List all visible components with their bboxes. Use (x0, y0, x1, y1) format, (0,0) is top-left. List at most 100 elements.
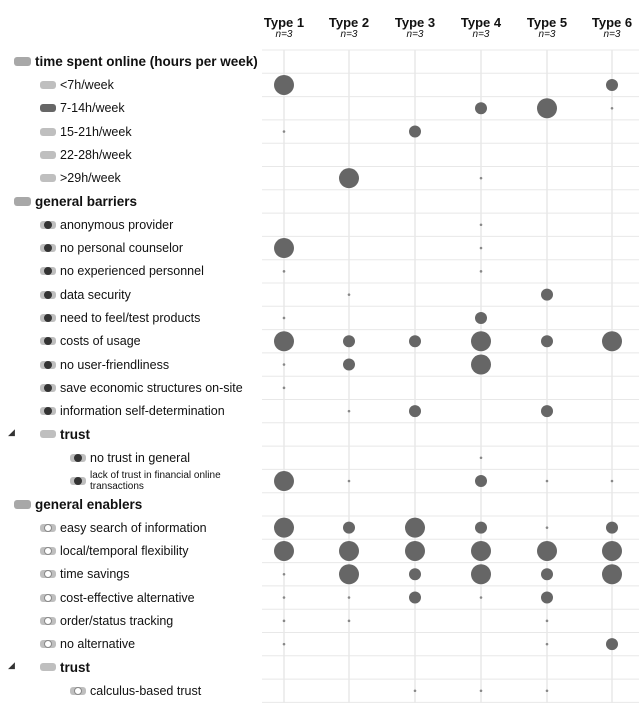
row-label[interactable]: no experienced personnel (40, 260, 204, 282)
tag-dot (74, 686, 82, 695)
code-tag-light-icon (40, 523, 56, 532)
bubble-mark (282, 316, 286, 320)
tag-dot (44, 546, 52, 555)
column-header-type-2: Type 2 n=3 (319, 16, 379, 40)
bubble-mark (479, 246, 483, 250)
row-label[interactable]: need to feel/test products (40, 307, 200, 329)
row-label[interactable]: general enablers (14, 493, 142, 515)
bubble-mark (282, 642, 286, 646)
row-label[interactable]: no trust in general (70, 447, 190, 469)
bubble-mark (475, 102, 487, 115)
row-label-text: information self-determination (60, 404, 225, 419)
row-label-text: cost-effective alternative (60, 590, 195, 605)
bubble-mark (274, 238, 294, 259)
row-label[interactable]: >29h/week (40, 167, 121, 189)
bubble-mark (274, 74, 294, 95)
row-label[interactable]: no personal counselor (40, 237, 183, 259)
bubble-mark (282, 270, 286, 273)
row-label-text: general barriers (35, 193, 138, 209)
row-label[interactable]: no user-friendliness (40, 354, 169, 376)
code-tag-light-icon (40, 616, 56, 625)
row-label[interactable]: anonymous provider (40, 214, 173, 236)
row-label-text: no personal counselor (60, 241, 183, 256)
row-label-text: no experienced personnel (60, 264, 204, 279)
code-tag-dot-icon (40, 244, 56, 253)
bubble-mark (606, 78, 618, 91)
bubble-mark (409, 568, 421, 581)
code-tag-light-icon (40, 546, 56, 555)
row-label[interactable]: easy search of information (40, 517, 207, 539)
tag-dot (44, 523, 52, 532)
tag-dot (44, 383, 52, 392)
bubble-mark (274, 517, 294, 538)
code-tag-dot-icon (40, 313, 56, 322)
row-label-text: costs of usage (60, 334, 141, 349)
code-tag-icon (14, 57, 31, 67)
bubble-mark (409, 335, 421, 348)
bubble-mark (541, 288, 553, 301)
code-tag-dark-icon (40, 104, 56, 113)
row-label-text: general enablers (35, 496, 143, 512)
bubble-mark (274, 471, 294, 492)
column-name: Type 2 (328, 15, 370, 30)
row-label[interactable]: information self-determination (40, 400, 225, 422)
row-label[interactable]: trust (40, 656, 90, 678)
row-label[interactable]: lack of trust in financial online transa… (70, 470, 260, 492)
tag-dot (44, 313, 52, 322)
tag-dot (44, 407, 52, 416)
row-label[interactable]: 15-21h/week (40, 121, 132, 143)
row-label[interactable]: cost-effective alternative (40, 587, 195, 609)
row-label-text: need to feel/test products (60, 310, 201, 325)
row-label[interactable]: time spent online (hours per week) (14, 51, 258, 73)
row-label[interactable]: trust (40, 423, 90, 445)
row-label[interactable]: 7-14h/week (40, 97, 125, 119)
row-label[interactable]: no alternative (40, 633, 135, 655)
bubble-mark (602, 331, 622, 352)
column-n: n=3 (406, 29, 424, 40)
row-label-text: >29h/week (60, 171, 121, 186)
expander-triangle-icon[interactable]: ◢ (8, 660, 15, 671)
row-label[interactable]: costs of usage (40, 330, 141, 352)
column-header-type-4: Type 4 n=3 (451, 16, 511, 40)
code-tag-dot-icon (70, 453, 86, 462)
code-tag-dot-icon (40, 407, 56, 416)
row-label[interactable]: general barriers (14, 190, 137, 212)
code-tag-light-icon (70, 686, 86, 695)
bubble-mark (343, 358, 355, 371)
code-tag-dot-icon (40, 360, 56, 369)
bubble-mark (471, 331, 491, 352)
column-header-type-5: Type 5 n=3 (517, 16, 577, 40)
bubble-mark (347, 479, 351, 483)
bubble-mark (610, 479, 614, 483)
row-label[interactable]: 22-28h/week (40, 144, 132, 166)
column-header-type-1: Type 1 n=3 (254, 16, 314, 40)
column-header-type-6: Type 6 n=3 (582, 16, 639, 40)
bubble-mark (339, 564, 359, 585)
code-tag-icon (14, 196, 31, 206)
row-label[interactable]: local/temporal flexibility (40, 540, 189, 562)
bubble-mark (475, 311, 487, 324)
bubble-mark (409, 591, 421, 604)
expander-triangle-icon[interactable]: ◢ (8, 427, 15, 438)
code-tag-icon (14, 499, 31, 509)
tag-dot (44, 593, 52, 602)
row-label[interactable]: calculus-based trust (70, 680, 201, 702)
bubble-mark (409, 405, 421, 418)
row-label[interactable]: order/status tracking (40, 610, 173, 632)
bubble-mark (347, 619, 351, 623)
row-label[interactable]: save economic structures on-site (40, 377, 243, 399)
bubble-mark (537, 540, 557, 561)
row-label[interactable]: data security (40, 284, 131, 306)
row-label-text: trust (60, 659, 90, 675)
bubble-mark (479, 596, 483, 599)
row-label-text: local/temporal flexibility (60, 543, 189, 558)
column-n: n=3 (275, 29, 293, 40)
row-label[interactable]: time savings (40, 563, 129, 585)
column-n: n=3 (340, 29, 358, 40)
bubble-mark (545, 479, 549, 483)
row-label[interactable]: <7h/week (40, 74, 114, 96)
bubble-mark (541, 335, 553, 348)
code-tag-dot-icon (70, 477, 86, 486)
bubble-mark (405, 540, 425, 561)
row-label-text: time spent online (hours per week) (35, 54, 258, 70)
